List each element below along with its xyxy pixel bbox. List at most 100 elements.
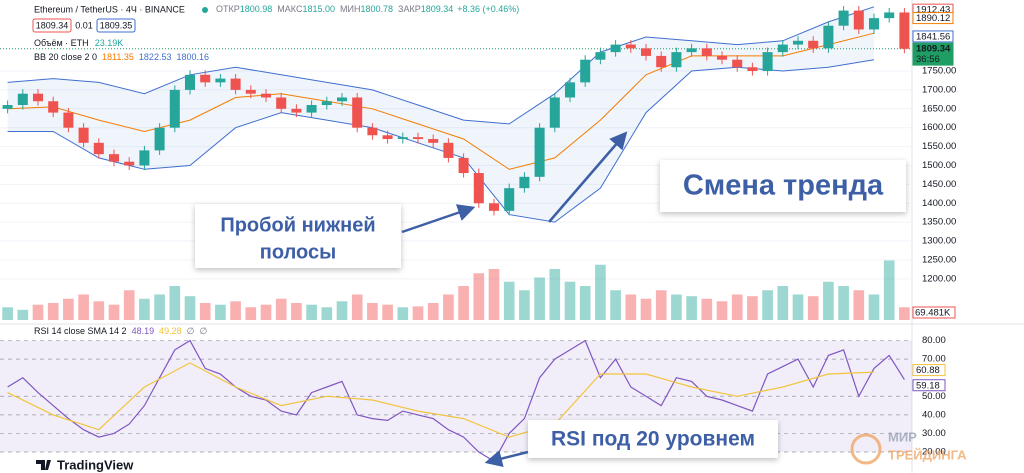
volume-bar (686, 296, 697, 320)
volume-bar (899, 307, 910, 320)
ohlc-value: 1809.34 (421, 4, 454, 14)
platform-name: TradingView (57, 457, 134, 472)
ohlc-value: 1815.00 (302, 4, 335, 14)
candle-body (276, 97, 287, 109)
annotation-text: RSI под 20 уровнем (551, 428, 755, 451)
volume-bar (93, 301, 105, 320)
volume-value: 23.19K (95, 38, 124, 48)
price-badge (912, 42, 954, 66)
annotation-arrow (548, 131, 628, 223)
volume-bar (412, 306, 424, 320)
volume-bar (595, 264, 606, 320)
market-status (202, 7, 208, 13)
annotation-text: Пробой нижней (220, 214, 375, 236)
candle-body (169, 89, 180, 128)
y-tick-label: 1400.00 (922, 198, 956, 209)
countdown: 36:56 (916, 54, 940, 65)
candle-body (488, 203, 500, 211)
volume-bar (397, 307, 409, 320)
y-tick-label: 1650.00 (922, 103, 956, 114)
logo-icon (36, 460, 51, 470)
volume-bar (245, 307, 257, 320)
rsi-title: RSI 14 close SMA 14 2 (34, 326, 127, 336)
volume-badge (912, 306, 956, 319)
candle-body (17, 93, 28, 106)
y-tick-label: 1550.00 (922, 141, 956, 152)
candle-body (823, 25, 834, 49)
candle-body (245, 89, 256, 94)
candle-body (139, 150, 150, 166)
candle-body (215, 78, 226, 83)
candle-body (184, 74, 196, 90)
bollinger-lower (7, 59, 875, 223)
volume-bar (367, 303, 378, 320)
rsi-legend: RSI 14 close SMA 14 2 48.19 49.28 ∅ ∅ (34, 326, 207, 336)
volume-bar (747, 296, 758, 320)
candle-body (352, 97, 363, 128)
rsi-badge (912, 379, 946, 392)
annotation-arrow (484, 450, 529, 468)
volume-legend: Объём · ETH 23.19K (34, 38, 123, 48)
volume-bar (275, 298, 287, 320)
candle-body (504, 188, 515, 211)
candle-body (412, 137, 424, 140)
rsi-value: 49.28 (159, 326, 182, 336)
candle-body (78, 127, 89, 143)
candle-body (792, 40, 804, 45)
annotation-text: полосы (260, 241, 336, 263)
ohlc-value: 1800.98 (240, 4, 273, 14)
candle-body (93, 142, 104, 155)
spread: 0.01 (75, 20, 93, 30)
rsi-tick-label: 70.00 (922, 354, 946, 365)
volume-bar (382, 304, 393, 320)
bollinger-upper (7, 6, 875, 125)
rsi-tick-label: 80.00 (922, 335, 946, 346)
volume-bar (139, 298, 150, 320)
rsi-line (7, 339, 905, 463)
volume-bar (671, 294, 682, 320)
volume-bar (32, 304, 44, 320)
price-badge (912, 12, 954, 25)
volume-bar (2, 307, 13, 320)
candle-body (564, 82, 576, 98)
annotation-box (660, 160, 906, 212)
candle-body (701, 48, 712, 56)
candle-body (808, 40, 819, 49)
rsi-value: ∅ (199, 326, 207, 336)
volume-bar (883, 260, 895, 320)
annotation-arrow (401, 204, 476, 234)
candle-body (154, 127, 165, 151)
price-badge (912, 30, 954, 43)
candle-body (686, 48, 697, 53)
ohlc-label: ЗАКР (398, 4, 421, 14)
price-badge-label: 1841.56 (916, 31, 950, 42)
y-tick-label: 1700.00 (922, 84, 956, 95)
volume-bar (169, 286, 181, 320)
candle-body (306, 105, 317, 113)
bb-value: 1822.53 (139, 52, 172, 62)
candle-body (884, 12, 895, 19)
logo-text: ТРЕЙДИНГА (888, 447, 967, 462)
candle-body (473, 173, 484, 204)
candle-body (777, 44, 788, 53)
volume-bar (306, 304, 317, 320)
candle-body (397, 137, 408, 140)
bb-legend: BB 20 close 2 0 1811.35 1822.53 1800.16 (34, 52, 209, 62)
volume-bar (823, 281, 834, 320)
rsi-sma-line (7, 362, 875, 438)
volume-bar (260, 304, 272, 320)
annotation-box (195, 204, 401, 268)
candle-body (732, 59, 743, 68)
volume-title: Объём · ETH (34, 38, 89, 48)
candle-body (838, 10, 849, 26)
y-tick-label: 1300.00 (922, 236, 956, 247)
bid-box (32, 18, 72, 33)
ohlc-label: МАКС (277, 4, 303, 14)
volume-bar (123, 290, 135, 320)
ask-price: 1809.35 (100, 20, 133, 30)
watermark-logo: МИР ТРЕЙДИНГА (850, 429, 967, 465)
candle-body (48, 101, 59, 113)
volume-bar (564, 281, 576, 320)
